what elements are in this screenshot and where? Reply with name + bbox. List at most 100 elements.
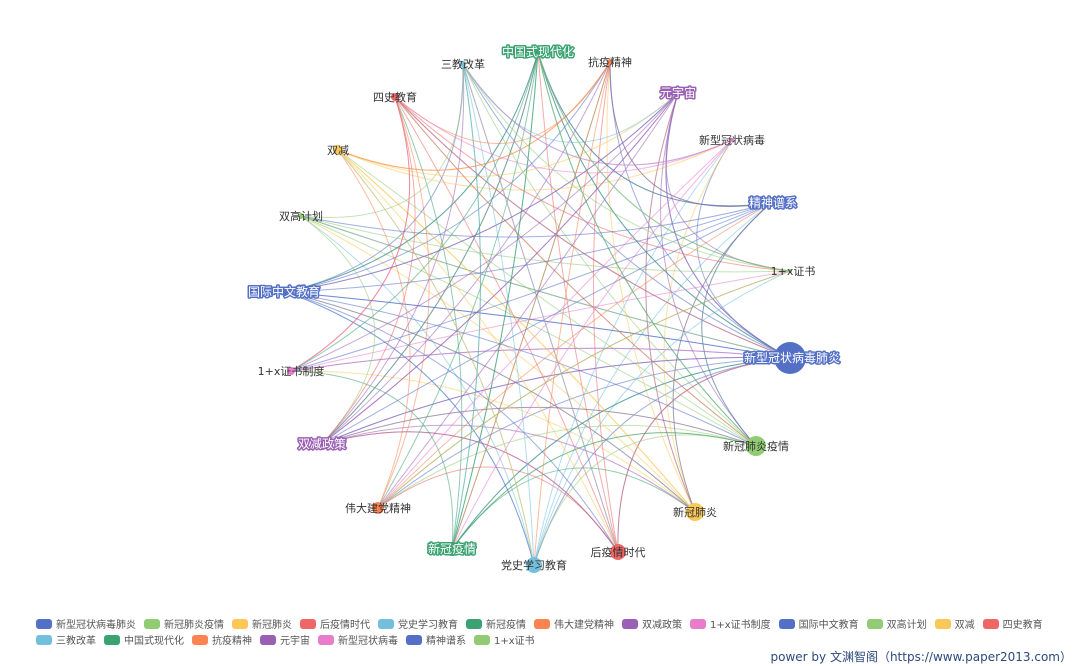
graph-edge: [290, 202, 772, 372]
graph-node[interactable]: [788, 269, 792, 273]
legend-swatch: [36, 635, 52, 645]
graph-node[interactable]: [746, 436, 766, 456]
legend-label: 1+x证书制度: [710, 620, 771, 631]
legend-label: 中国式现代化: [124, 636, 184, 647]
legend-swatch: [192, 635, 208, 645]
legend-label: 新冠肺炎: [252, 620, 292, 631]
legend-swatch: [622, 619, 638, 629]
graph-edge: [285, 51, 539, 293]
graph-edge: [462, 63, 679, 143]
graph-edge: [300, 202, 772, 238]
graph-node[interactable]: [372, 502, 384, 514]
legend-item[interactable]: 元宇宙: [260, 634, 310, 650]
graph-edge: [285, 291, 791, 359]
graph-edge: [462, 63, 535, 566]
legend-label: 双减: [954, 620, 975, 631]
graph-edge: [321, 96, 416, 445]
node-label: 四史教育: [373, 90, 417, 104]
node-label: 新冠肺炎: [673, 505, 717, 519]
graph-edge: [285, 291, 535, 566]
graph-edge: [290, 96, 411, 372]
graph-node[interactable]: [607, 59, 613, 65]
graph-node[interactable]: [774, 342, 806, 374]
node-label: 中国式现代化: [502, 44, 574, 59]
graph-edge: [451, 357, 791, 550]
graph-edge: [537, 51, 791, 359]
node-label: 双减: [327, 144, 349, 157]
legend-item[interactable]: 1+x证书: [474, 634, 535, 650]
graph-edge: [337, 139, 733, 191]
graph-edge: [321, 51, 539, 445]
graph-node[interactable]: [535, 49, 541, 55]
graph-node[interactable]: [391, 93, 399, 101]
graph-node[interactable]: [460, 61, 466, 67]
graph-edge: [609, 61, 772, 207]
node-label: 新冠疫情: [428, 541, 476, 556]
graph-edge: [285, 291, 619, 553]
node-label: 元宇宙: [660, 85, 696, 100]
graph-edge: [377, 202, 772, 509]
legend-item[interactable]: 抗疫精神: [192, 634, 252, 650]
legend-label: 1+x证书: [494, 636, 535, 647]
graph-edge: [394, 96, 619, 553]
graph-edge: [337, 61, 611, 171]
legend-item[interactable]: 国际中文教育: [778, 618, 859, 634]
legend-item[interactable]: 双高计划: [866, 618, 927, 634]
legend-item[interactable]: 后疫情时代: [300, 618, 370, 634]
graph-node[interactable]: [333, 145, 343, 155]
legend-item[interactable]: 新冠肺炎疫情: [144, 618, 224, 634]
legend-item[interactable]: 党史学习教育: [378, 618, 458, 634]
legend-swatch: [406, 635, 422, 645]
legend-item[interactable]: 新型冠状病毒肺炎: [36, 618, 136, 634]
legend-item[interactable]: 伟大建党精神: [534, 618, 614, 634]
graph-node[interactable]: [316, 438, 328, 450]
legend-item[interactable]: 双减: [934, 618, 975, 634]
graph-edge: [285, 92, 679, 293]
graph-edge: [377, 96, 430, 509]
graph-edge: [394, 96, 791, 359]
legend-swatch: [534, 619, 550, 629]
graph-node[interactable]: [730, 138, 734, 142]
graph-edge: [394, 96, 791, 272]
graph-edge: [285, 291, 696, 513]
power-by-prefix: power by: [770, 650, 827, 664]
graph-edge: [377, 270, 791, 509]
graph-node[interactable]: [282, 288, 290, 296]
legend-swatch: [934, 619, 951, 629]
graph-node[interactable]: [445, 542, 459, 556]
graph-edge: [321, 431, 619, 553]
legend-item[interactable]: 新冠疫情: [466, 618, 526, 634]
graph-edge: [300, 63, 464, 218]
graph-edge: [300, 215, 535, 566]
graph-edge: [290, 270, 791, 372]
graph-edge: [377, 139, 733, 509]
legend-item[interactable]: 三教改革: [36, 634, 96, 650]
graph-edge: [533, 357, 791, 566]
graph-edge: [321, 61, 611, 445]
graph-node[interactable]: [675, 90, 681, 96]
legend-swatch: [866, 619, 883, 629]
legend-item[interactable]: 1+x证书制度: [690, 618, 771, 634]
graph-edge: [645, 92, 696, 513]
graph-node[interactable]: [768, 200, 774, 206]
legend-item[interactable]: 四史教育: [982, 618, 1043, 634]
legend-item[interactable]: 新冠肺炎: [232, 618, 292, 634]
graph-node[interactable]: [526, 557, 542, 573]
graph-node[interactable]: [287, 367, 295, 375]
legend-swatch: [318, 635, 334, 645]
legend: 新型冠状病毒肺炎 新冠肺炎疫情 新冠肺炎 后疫情时代 党史学习教育 新冠疫情 伟大建党精神 双…: [36, 618, 1066, 650]
legend-item[interactable]: 中国式现代化: [104, 634, 184, 650]
legend-item[interactable]: 新型冠状病毒: [318, 634, 398, 650]
legend-label: 精神谱系: [426, 636, 466, 647]
graph-node[interactable]: [298, 213, 304, 219]
graph-edge: [290, 51, 539, 372]
graph-edge: [617, 357, 791, 553]
graph-edge: [290, 92, 679, 372]
legend-item[interactable]: 双减政策: [622, 618, 682, 634]
graph-node[interactable]: [610, 544, 626, 560]
graph-edge: [462, 63, 791, 272]
graph-node[interactable]: [686, 503, 704, 521]
legend-item[interactable]: 精神谱系: [406, 634, 466, 650]
graph-edge: [300, 215, 791, 273]
